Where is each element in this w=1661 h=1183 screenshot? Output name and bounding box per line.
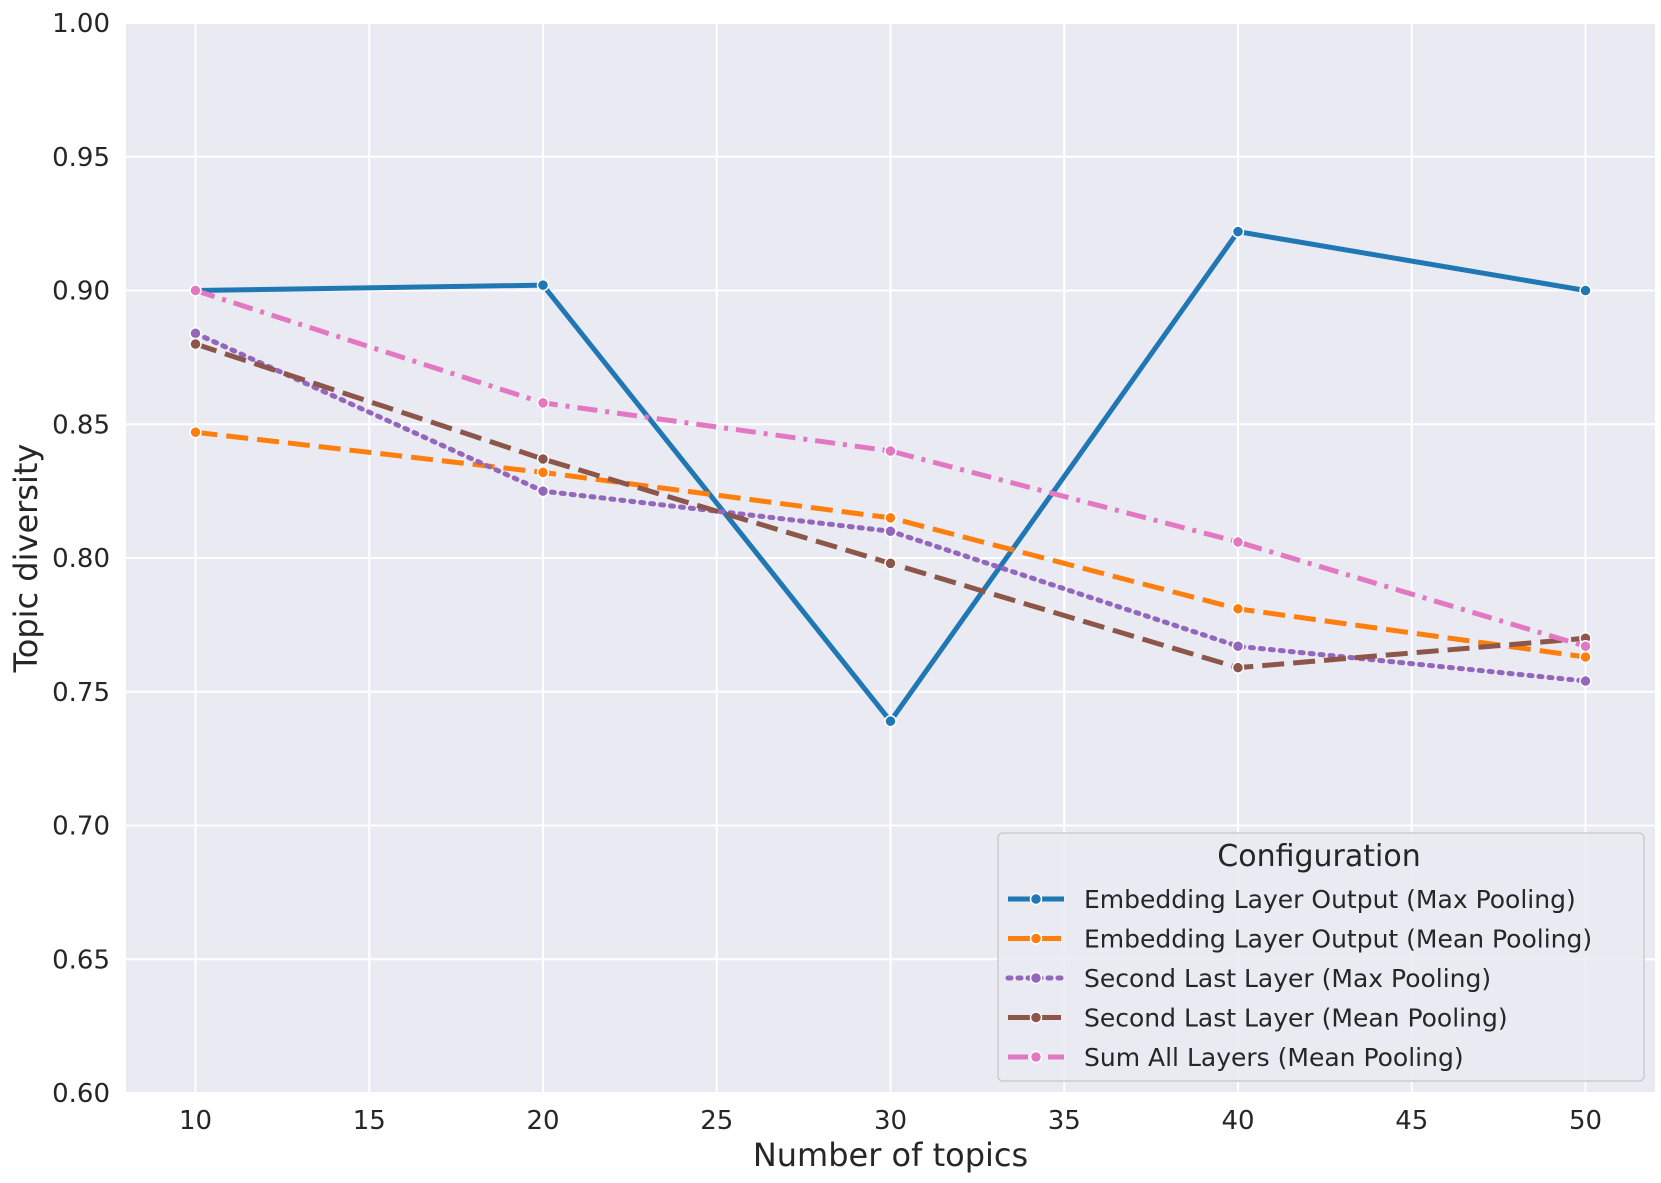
y-tick-label: 1.00 — [52, 9, 110, 39]
data-point — [189, 327, 202, 340]
data-point — [884, 511, 897, 525]
legend-label: Embedding Layer Output (Max Pooling) — [1084, 885, 1576, 914]
x-tick-label: 10 — [179, 1106, 212, 1136]
legend-box — [997, 832, 1645, 1082]
legend-title: Configuration — [1217, 839, 1420, 874]
legend-label: Embedding Layer Output (Mean Pooling) — [1084, 925, 1592, 954]
legend-marker — [1029, 1011, 1043, 1024]
legend-item: Second Last Layer (Max Pooling) — [1005, 964, 1491, 993]
data-point — [189, 284, 202, 297]
legend-marker — [1029, 1050, 1043, 1064]
data-point — [1231, 225, 1245, 238]
data-point — [189, 426, 202, 439]
legend-item: Embedding Layer Output (Max Pooling) — [1008, 885, 1576, 914]
data-point — [1579, 640, 1592, 653]
y-tick-label: 0.60 — [52, 1079, 110, 1109]
y-tick-label: 0.80 — [52, 544, 110, 574]
data-point — [536, 452, 550, 466]
data-point — [536, 396, 550, 410]
data-point — [884, 525, 897, 538]
data-point — [536, 484, 550, 498]
data-point — [1231, 602, 1245, 616]
y-tick-label: 0.75 — [52, 678, 110, 708]
legend-marker — [1029, 932, 1043, 945]
y-tick-label: 0.95 — [52, 143, 110, 173]
data-point — [1231, 661, 1245, 674]
x-tick-label: 50 — [1569, 1106, 1602, 1136]
series-lines — [189, 225, 1592, 728]
data-point — [1579, 284, 1592, 297]
y-tick-label: 0.85 — [52, 410, 110, 440]
series-5 — [189, 284, 1592, 653]
y-tick-label: 0.70 — [52, 812, 110, 842]
legend-marker — [1029, 971, 1043, 985]
y-tick-label: 0.65 — [52, 945, 110, 975]
legend-marker — [1029, 892, 1043, 906]
legend: Configuration Embedding Layer Output (Ma… — [997, 832, 1645, 1082]
x-tick-label: 15 — [353, 1106, 386, 1136]
data-point — [1231, 640, 1245, 653]
series-2 — [189, 426, 1592, 664]
legend-items: Embedding Layer Output (Max Pooling) Embe… — [1005, 885, 1592, 1072]
x-tick-label: 20 — [526, 1106, 559, 1136]
y-tick-labels: 0.60 0.65 0.70 0.75 0.80 0.85 0.90 0.95 1.00 — [52, 9, 110, 1109]
series-3 — [189, 327, 1592, 688]
legend-item: Embedding Layer Output (Mean Pooling) — [1008, 925, 1592, 954]
data-point — [189, 337, 202, 351]
x-tick-label: 25 — [700, 1106, 733, 1136]
x-tick-label: 30 — [874, 1106, 907, 1136]
series-line — [194, 288, 1587, 649]
data-point — [884, 714, 897, 728]
data-point — [536, 278, 550, 292]
x-tick-labels: 10 15 20 25 30 35 40 45 50 — [179, 1106, 1602, 1136]
legend-item: Sum All Layers (Mean Pooling) — [1008, 1043, 1464, 1072]
x-tick-label: 45 — [1395, 1106, 1428, 1136]
x-axis-title: Number of topics — [753, 1136, 1028, 1174]
x-tick-label: 35 — [1048, 1106, 1081, 1136]
legend-label: Second Last Layer (Max Pooling) — [1084, 964, 1491, 993]
data-point — [536, 466, 550, 479]
series-4 — [189, 337, 1592, 674]
legend-label: Sum All Layers (Mean Pooling) — [1084, 1043, 1464, 1072]
data-point — [1579, 674, 1592, 688]
legend-label: Second Last Layer (Mean Pooling) — [1084, 1004, 1508, 1033]
legend-item: Second Last Layer (Mean Pooling) — [1008, 1004, 1508, 1033]
data-point — [884, 557, 897, 570]
y-tick-label: 0.90 — [52, 277, 110, 307]
data-point — [1579, 650, 1592, 664]
data-point — [884, 444, 897, 458]
y-axis-title: Topic diversity — [7, 444, 45, 674]
x-tick-label: 40 — [1221, 1106, 1254, 1136]
data-point — [1231, 535, 1245, 549]
